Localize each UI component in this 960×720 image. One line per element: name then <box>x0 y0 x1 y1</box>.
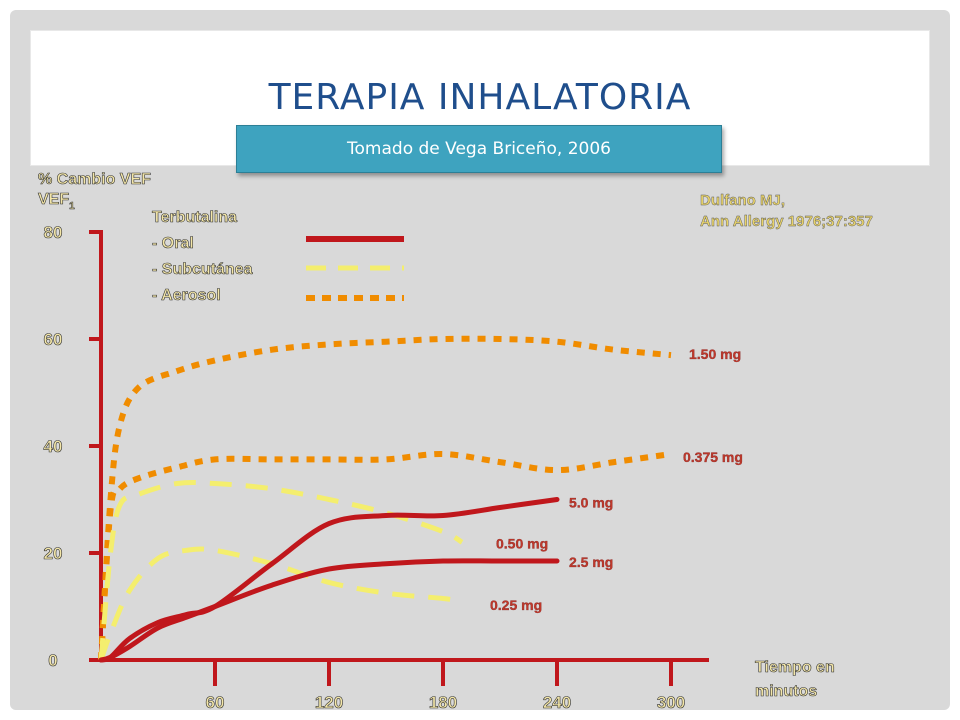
legend-heading: Terbutalina <box>152 209 237 226</box>
x-axis-label-line-1: Tiempo en <box>755 659 835 676</box>
series-line-subcutanea-3 <box>98 546 463 661</box>
series-group: 1.50 mg 0.375 mg 0.50 mg 0.25 mg 5.0 mg 2.5 m… <box>98 335 743 663</box>
x-tick-label: 120 <box>315 693 343 712</box>
y-axis-label-vef: VEF1 <box>38 191 75 212</box>
y-tick-label: 20 <box>44 544 63 563</box>
legend: Terbutalina - Oral - Subcutánea - Aeroso… <box>152 209 404 304</box>
y-tick-label: 60 <box>44 330 63 349</box>
series-label-0: 1.50 mg <box>689 346 741 362</box>
x-tick-label: 240 <box>543 693 571 712</box>
series-line-aerosol-0 <box>98 335 672 661</box>
citation-line-2: Ann Allergy 1976;37:357 <box>700 213 873 230</box>
legend-label-aerosol: - Aerosol <box>152 287 221 304</box>
y-axis-label: % Cambio VEF <box>38 171 151 188</box>
series-line-subcutanea-2 <box>98 479 464 661</box>
y-axis-label-sub: 1 <box>69 201 75 212</box>
source-note: Tomado de Vega Briceño, 2006 <box>347 139 611 159</box>
legend-label-subcutanea: - Subcutánea <box>152 261 253 278</box>
x-tick-label: 180 <box>429 693 457 712</box>
series-label-5: 2.5 mg <box>569 554 613 570</box>
y-tick-label: 40 <box>44 437 63 456</box>
y-tick-label: 0 <box>48 651 57 670</box>
x-tick-label: 300 <box>657 693 685 712</box>
citation-line-1: Dulfano MJ, <box>700 192 785 209</box>
title-band: TERAPIA INHALATORIA <box>30 30 930 166</box>
y-tick-label: 80 <box>44 223 63 242</box>
series-line-aerosol-1 <box>98 450 672 661</box>
x-tick-label: 60 <box>206 693 225 712</box>
y-axis-label-vef-text: VEF <box>38 191 69 208</box>
series-label-4: 5.0 mg <box>569 495 613 511</box>
series-line-oral-4 <box>98 497 560 663</box>
series-label-1: 0.375 mg <box>683 449 743 465</box>
series-line-oral-5 <box>98 558 560 663</box>
axes: 80 60 40 20 0 60 120 180 240 300 <box>43 223 709 712</box>
legend-label-oral: - Oral <box>152 235 194 252</box>
series-label-3: 0.25 mg <box>490 597 542 613</box>
source-note-box: Tomado de Vega Briceño, 2006 <box>236 125 722 173</box>
x-axis-label-line-2: minutos <box>755 683 817 700</box>
series-label-2: 0.50 mg <box>496 535 548 551</box>
page-title: TERAPIA INHALATORIA <box>268 77 692 118</box>
